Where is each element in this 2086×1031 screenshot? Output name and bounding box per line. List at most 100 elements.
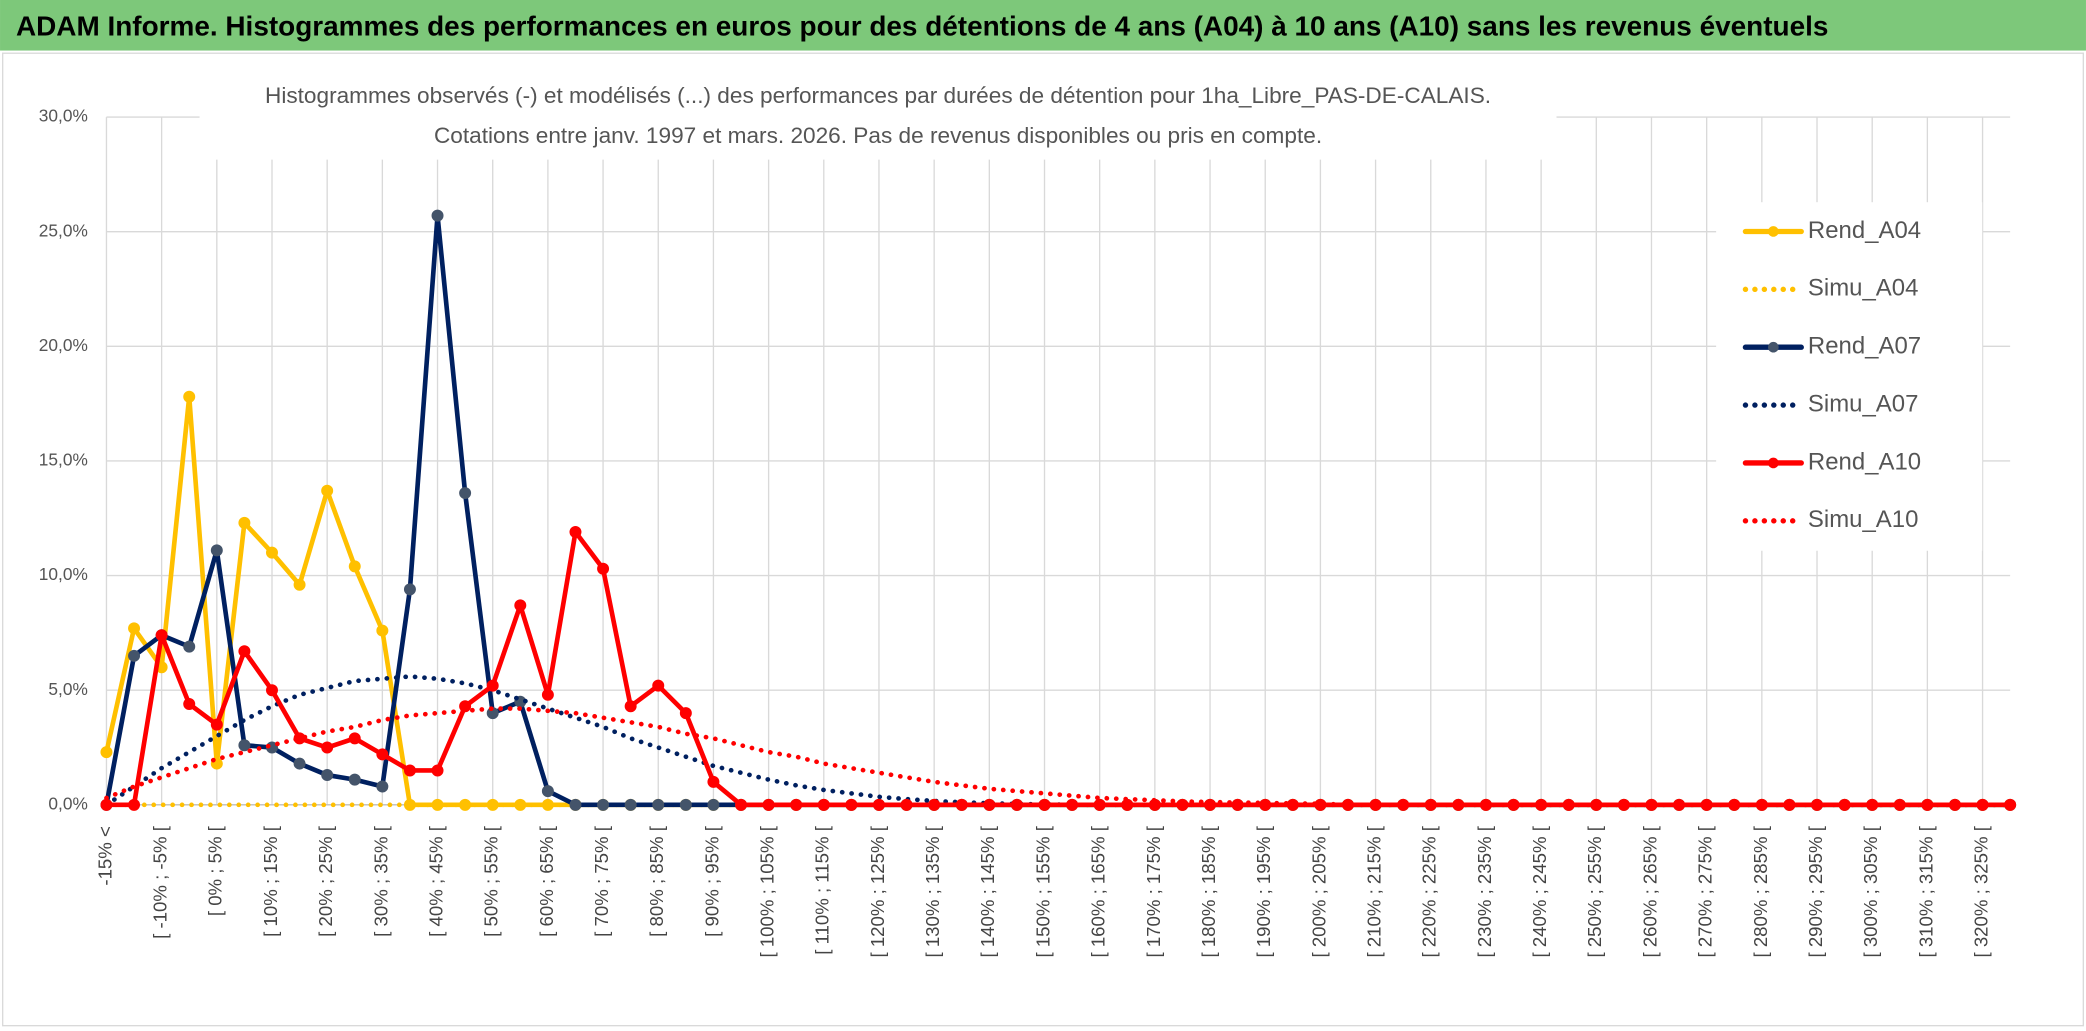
x-tick-label: [ 30% ; 35% [	[370, 825, 391, 937]
x-tick-label: [ 70% ; 75% [	[591, 825, 612, 937]
series-line	[104, 706, 2013, 808]
data-point	[183, 697, 196, 710]
x-tick-label: [ 230% ; 235% [	[1474, 825, 1495, 957]
data-point	[679, 707, 692, 720]
x-tick-label: [ 150% ; 155% [	[1032, 825, 1053, 957]
data-point	[266, 684, 278, 697]
data-point	[569, 798, 582, 811]
legend-label: Rend_A10	[1808, 448, 1921, 475]
x-tick-label: [ 210% ; 215% [	[1364, 825, 1385, 957]
data-point	[431, 209, 444, 222]
header-bar	[0, 0, 2086, 51]
data-point	[321, 769, 334, 782]
data-point	[266, 546, 278, 559]
data-point	[707, 798, 720, 811]
data-point	[348, 732, 361, 745]
data-point	[376, 780, 389, 793]
legend-label: Rend_A07	[1808, 333, 1921, 360]
x-tick-label: [ 120% ; 125% [	[867, 825, 888, 957]
legend-box	[1716, 202, 1983, 551]
x-tick-label: [ 290% ; 295% [	[1805, 825, 1826, 957]
y-tick-label: 10,0%	[39, 564, 88, 584]
chart-frame	[2, 52, 2084, 1027]
x-tick-label: [ 180% ; 185% [	[1198, 825, 1219, 957]
x-tick-label: -15% <	[94, 826, 115, 885]
data-point	[486, 679, 499, 692]
y-tick-label: 20,0%	[39, 335, 88, 355]
x-tick-label: [ -10% ; -5% [	[150, 825, 171, 939]
data-point	[679, 798, 692, 811]
x-tick-label: [ 320% ; 325% [	[1970, 825, 1991, 957]
data-point	[403, 764, 416, 777]
data-point	[1066, 798, 1079, 811]
data-point	[707, 775, 720, 788]
x-tick-label: [ 140% ; 145% [	[977, 825, 998, 957]
x-tick-label: [ 50% ; 55% [	[481, 825, 502, 937]
y-tick-label: 30,0%	[39, 106, 88, 126]
data-point	[1038, 798, 1051, 811]
data-point	[955, 798, 968, 811]
data-point	[348, 560, 361, 573]
x-tick-label: [ 130% ; 135% [	[922, 825, 943, 957]
data-point	[100, 746, 113, 759]
data-point	[155, 629, 168, 642]
data-point	[872, 798, 885, 811]
legend-label: Rend_A04	[1808, 217, 1921, 244]
chart-title: Histogrammes observés (-) et modélisés (…	[265, 83, 1491, 108]
x-tick-label: [ 160% ; 165% [	[1088, 825, 1109, 957]
x-tick-label: [ 60% ; 65% [	[536, 825, 557, 937]
data-point	[1010, 798, 1023, 811]
page-title: ADAM Informe. Histogrammes des performan…	[16, 10, 1828, 41]
data-point	[210, 718, 223, 731]
plot-area: 0,0% 5,0% 10,0% 15,0% 20,0% 25,0% 30,0% -15% < […	[39, 106, 2017, 958]
legend-marker	[1768, 341, 1779, 353]
data-point	[1259, 798, 1272, 811]
data-point	[403, 583, 416, 596]
y-tick-label: 5,0%	[48, 679, 87, 699]
legend-marker	[1768, 226, 1779, 237]
data-point	[652, 679, 665, 692]
x-tick-label: [ 240% ; 245% [	[1529, 825, 1550, 957]
data-point	[321, 484, 334, 497]
data-point	[238, 516, 251, 529]
data-point	[210, 544, 223, 557]
x-tick-label: [ 220% ; 225% [	[1419, 825, 1440, 957]
data-point	[376, 748, 389, 761]
data-point	[348, 773, 361, 786]
x-tick-label: [ 80% ; 85% [	[646, 825, 667, 937]
x-tick-label: [ 280% ; 285% [	[1750, 825, 1771, 957]
data-point	[183, 640, 196, 653]
data-point	[652, 798, 665, 811]
data-point	[514, 599, 527, 612]
data-point	[128, 798, 141, 811]
data-point	[597, 562, 610, 575]
y-tick-label: 25,0%	[39, 220, 88, 240]
legend-label: Simu_A07	[1808, 390, 1918, 417]
data-point	[735, 798, 748, 811]
data-point	[238, 645, 251, 658]
x-tick-label: [ 250% ; 255% [	[1584, 825, 1605, 957]
data-point	[928, 798, 941, 811]
data-point	[321, 741, 334, 754]
data-point	[569, 526, 582, 539]
legend-label: Simu_A10	[1808, 506, 1918, 533]
legend-label: Simu_A04	[1808, 275, 1918, 302]
data-point	[817, 798, 830, 811]
data-point	[1121, 798, 1134, 811]
y-tick-label: 15,0%	[39, 450, 88, 470]
x-tick-label: [ 270% ; 275% [	[1695, 825, 1716, 957]
data-point	[790, 798, 803, 811]
data-point	[238, 739, 251, 752]
x-tick-label: [ 90% ; 95% [	[701, 825, 722, 937]
data-point	[541, 688, 554, 701]
x-tick-label: [ 170% ; 175% [	[1143, 825, 1164, 957]
legend-marker	[1768, 457, 1779, 469]
x-tick-label: [ 100% ; 105% [	[757, 825, 778, 957]
title-backdrop	[199, 79, 1557, 160]
y-tick-label: 0,0%	[48, 793, 87, 813]
data-point	[541, 785, 554, 798]
data-point	[183, 390, 196, 403]
x-tick-label: [ 260% ; 265% [	[1639, 825, 1660, 957]
